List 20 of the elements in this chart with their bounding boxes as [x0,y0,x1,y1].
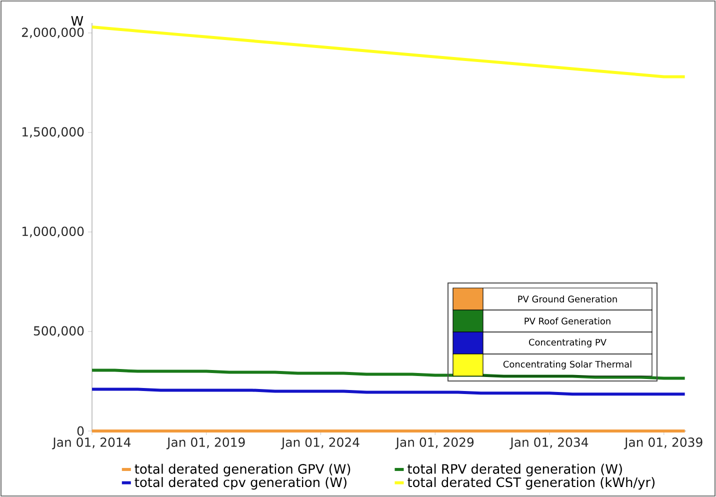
annotation: PV Roof Generation [524,318,610,324]
x-tick-label: Jan 01, 2014 [52,438,131,450]
legend-label: total derated cpv generation (W) [134,477,346,490]
y-tick-label: 1,000,000 [22,226,84,238]
legend-label: total RPV derated generation (W) [408,464,622,476]
y-tick-label: 2,000,000 [22,28,84,38]
annotation: PV Ground Generation [518,296,617,302]
legend-label: total derated CST generation (kWh/yr) [408,477,655,490]
y-tick-label: 0 [77,426,84,436]
x-tick-label: Jan 01, 2019 [166,438,245,450]
y-tick-label: 500,000 [34,326,84,337]
x-tick-label: Jan 01, 2029 [395,438,474,450]
y-tick-label: 1,500,000 [22,127,84,138]
legend-label: total derated generation GPV (W) [134,464,350,476]
x-tick-label: Jan 01, 2024 [280,438,360,450]
y-axis-title: W [71,16,84,26]
x-tick-label: Jan 01, 2034 [510,438,588,450]
annotation: Concentrating Solar Thermal [503,360,632,370]
x-tick-label: Jan 01, 2039 [624,438,702,450]
annotation: Concentrating PV [528,338,606,348]
